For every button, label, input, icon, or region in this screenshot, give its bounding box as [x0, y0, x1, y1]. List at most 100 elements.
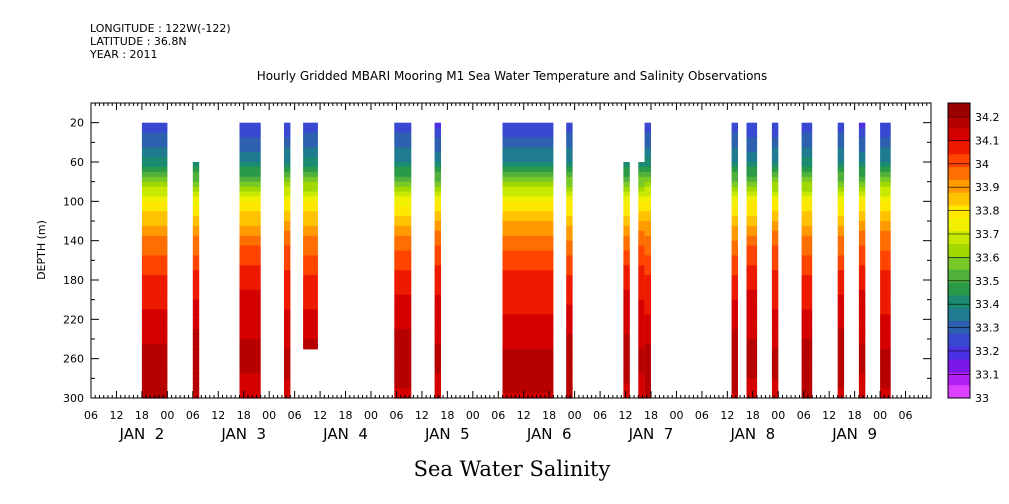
salinity-cell [858, 137, 866, 143]
salinity-cell [858, 152, 866, 158]
salinity-cell [771, 181, 779, 188]
salinity-cell [731, 221, 738, 227]
salinity-cell [239, 221, 261, 227]
salinity-cell [284, 152, 291, 158]
salinity-cell [880, 299, 891, 306]
salinity-cell [771, 147, 779, 153]
salinity-cell [880, 324, 891, 330]
salinity-cell [394, 280, 412, 286]
salinity-cell [239, 255, 261, 261]
salinity-cell [858, 363, 866, 370]
salinity-cell [880, 260, 891, 266]
salinity-cell [837, 388, 845, 394]
salinity-cell [192, 289, 200, 296]
salinity-cell [502, 157, 554, 163]
salinity-cell [192, 270, 200, 276]
salinity-cell [566, 230, 573, 237]
salinity-cell [771, 280, 779, 286]
salinity-cell [731, 363, 738, 370]
salinity-cell [801, 343, 813, 350]
salinity-cell [141, 206, 168, 212]
salinity-cell [141, 270, 168, 276]
salinity-cell [771, 206, 779, 212]
salinity-cell [858, 289, 866, 296]
salinity-cell [858, 284, 866, 291]
salinity-cell [731, 201, 738, 207]
salinity-cell [284, 201, 291, 207]
salinity-cell [746, 260, 758, 266]
colorbar-segment [948, 192, 970, 207]
salinity-cell [141, 260, 168, 266]
salinity-cell [239, 186, 261, 193]
colorbar-segment [948, 231, 970, 245]
salinity-cell [880, 176, 891, 183]
salinity-cell [566, 358, 573, 365]
salinity-cell [141, 221, 168, 227]
salinity-cell [192, 363, 200, 370]
salinity-cell [801, 280, 813, 286]
salinity-cell [434, 171, 441, 178]
salinity-cell [192, 334, 200, 340]
salinity-cell [239, 250, 261, 256]
salinity-cell [284, 383, 291, 389]
salinity-cell [771, 221, 779, 227]
salinity-cell [801, 363, 813, 370]
salinity-cell [284, 127, 291, 134]
salinity-cell [644, 294, 651, 301]
salinity-cell [502, 280, 554, 286]
salinity-cell [858, 353, 866, 360]
salinity-cell [623, 265, 630, 271]
salinity-cell [771, 171, 779, 178]
salinity-cell [239, 383, 261, 389]
salinity-cell [731, 284, 738, 291]
salinity-cell [771, 373, 779, 379]
salinity-cell [858, 127, 866, 134]
salinity-cell [394, 245, 412, 252]
salinity-cell [239, 176, 261, 183]
salinity-cell [771, 255, 779, 261]
salinity-cell [303, 289, 318, 296]
salinity-cell [284, 329, 291, 335]
salinity-cell [284, 245, 291, 252]
salinity-cell [746, 358, 758, 365]
observation-block [303, 122, 318, 350]
salinity-cell [434, 255, 441, 261]
salinity-cell [837, 240, 845, 247]
salinity-cell [771, 314, 779, 320]
salinity-cell [880, 206, 891, 212]
salinity-cell [858, 319, 866, 325]
salinity-cell [239, 137, 261, 143]
salinity-cell [771, 152, 779, 158]
salinity-cell [801, 166, 813, 173]
salinity-cell [239, 319, 261, 325]
salinity-cell [566, 368, 573, 374]
salinity-cell [731, 388, 738, 394]
salinity-cell [141, 162, 168, 168]
salinity-cell [434, 319, 441, 325]
salinity-cell [746, 191, 758, 197]
salinity-cell [623, 171, 630, 178]
salinity-cell [394, 324, 412, 330]
colorbar-segment [948, 295, 970, 309]
salinity-cell [858, 162, 866, 168]
salinity-cell [434, 378, 441, 384]
salinity-cell [644, 358, 651, 365]
salinity-cell [502, 162, 554, 168]
salinity-cell [434, 201, 441, 207]
salinity-cell [303, 339, 318, 345]
salinity-cell [837, 166, 845, 173]
salinity-cell [801, 162, 813, 168]
salinity-cell [731, 260, 738, 266]
day-label: JAN 4 [322, 425, 368, 443]
salinity-cell [303, 309, 318, 315]
salinity-cell [303, 181, 318, 188]
salinity-cell [746, 378, 758, 384]
salinity-cell [638, 339, 645, 345]
salinity-cell [731, 255, 738, 261]
salinity-cell [771, 240, 779, 247]
salinity-cell [644, 309, 651, 315]
salinity-cell [858, 270, 866, 276]
salinity-cell [303, 127, 318, 134]
salinity-cell [746, 339, 758, 345]
x-tick-label: 12 [415, 409, 429, 422]
